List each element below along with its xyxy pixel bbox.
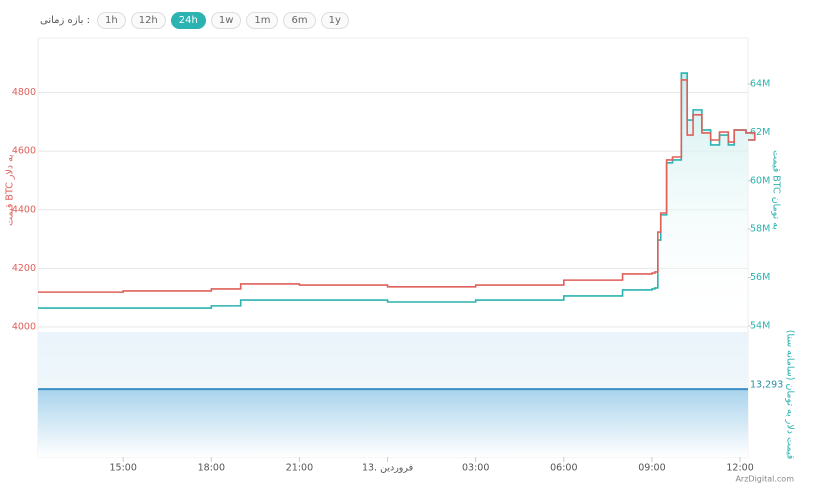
y2-tick-label: 64M — [750, 78, 770, 89]
x-tick-label: 03:00 — [462, 463, 489, 474]
range-button[interactable]: 24h — [170, 12, 206, 29]
series-line — [38, 72, 756, 309]
range-button[interactable]: 1m — [246, 12, 279, 29]
y2-tick-label: 62M — [750, 127, 770, 138]
watermark: ArzDigital.com — [735, 475, 794, 484]
toolbar-label: بازه زمانی : — [40, 15, 90, 26]
y-axis-title: قیمت BTC به دلار — [5, 154, 16, 226]
x-tick-label: 21:00 — [286, 463, 313, 474]
y2-tick-label: 58M — [750, 224, 770, 235]
range-button[interactable]: 12h — [130, 12, 166, 29]
y2-tick-label: 54M — [750, 320, 770, 331]
toolbar: بازه زمانی : 1h 12h 24h 1w 1m 6m 1y — [40, 12, 349, 29]
x-tick-label: 06:00 — [550, 463, 577, 474]
lower-area — [38, 389, 748, 457]
x-tick-label: 12:00 — [726, 463, 753, 474]
range-button[interactable]: 1y — [320, 12, 349, 29]
y-tick-label: 4800 — [12, 87, 36, 98]
lower-value-label: 13,293 — [750, 380, 783, 391]
range-button[interactable]: 1w — [210, 12, 242, 29]
y2-tick-label: 60M — [750, 175, 770, 186]
range-button[interactable]: 1h — [97, 12, 126, 29]
y-tick-label: 4600 — [12, 146, 36, 157]
y2-tick-label: 56M — [750, 272, 770, 283]
y2-axis-title: قیمت BTC به تومان — [771, 150, 782, 230]
x-tick-label: 18:00 — [198, 463, 225, 474]
x-tick-label: 15:00 — [109, 463, 136, 474]
y-tick-label: 4200 — [12, 263, 36, 274]
x-tick-label: 13. فروردین — [362, 463, 413, 474]
range-button[interactable]: 6m — [283, 12, 316, 29]
series-line — [38, 79, 756, 293]
x-tick-label: 09:00 — [638, 463, 665, 474]
y-tick-label: 4400 — [12, 204, 36, 215]
series-area — [38, 73, 755, 332]
lower-axis-title: قیمت دلار به تومان (سامانه سنا) — [785, 330, 796, 460]
y-tick-label: 4000 — [12, 322, 36, 333]
